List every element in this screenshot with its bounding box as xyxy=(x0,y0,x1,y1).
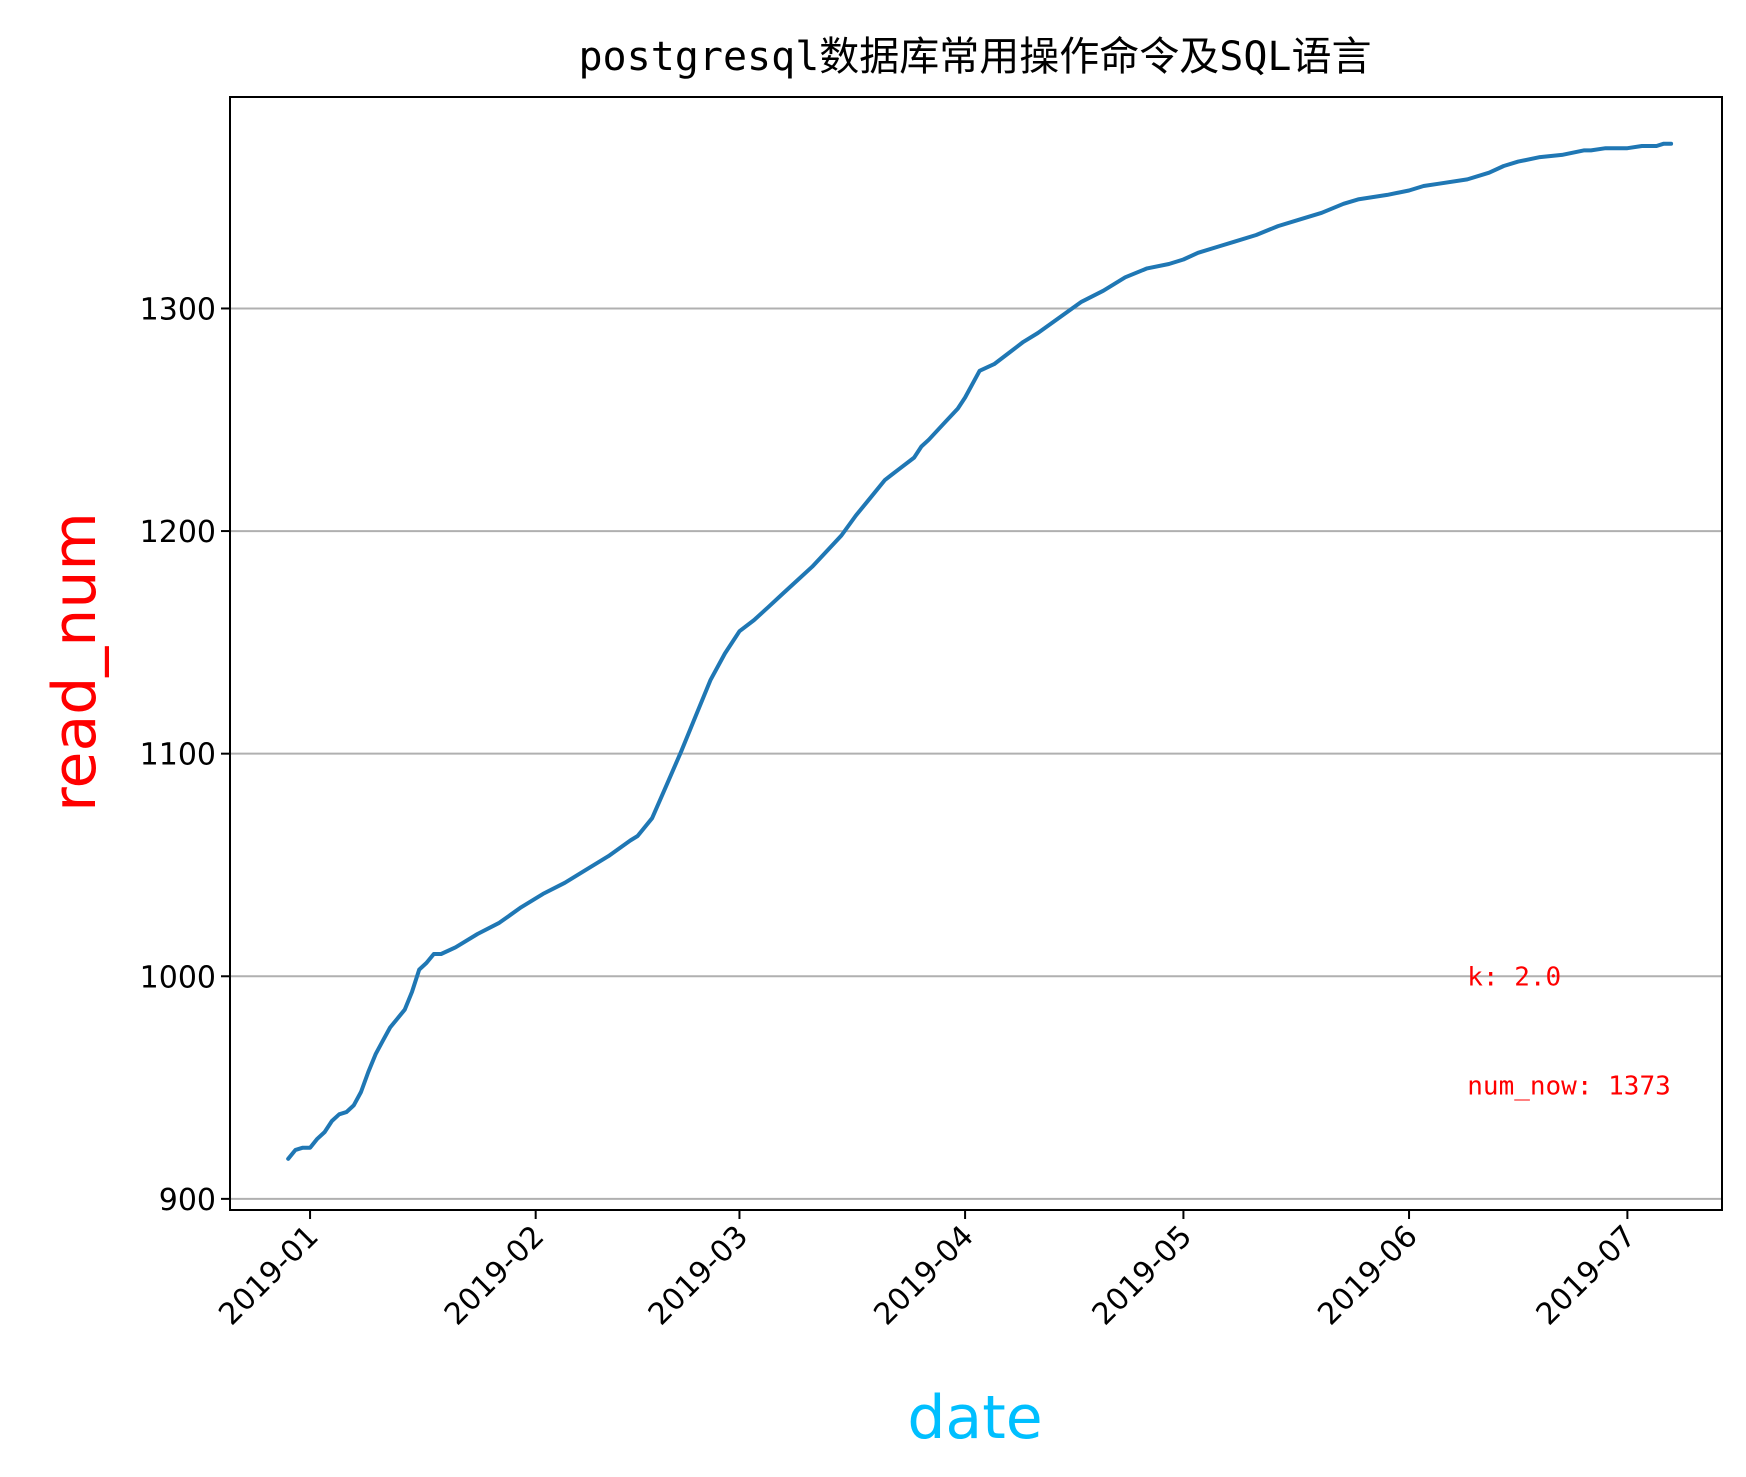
y-tick-label: 1200 xyxy=(140,515,216,550)
y-tick-label: 1000 xyxy=(140,960,216,995)
annotations: k: 2.0 num_now: 1373 xyxy=(1467,962,1671,1101)
chart-title: postgresql数据库常用操作命令及SQL语言 xyxy=(578,34,1371,80)
grid-layer xyxy=(230,307,1722,1200)
y-tick-label: 1100 xyxy=(140,738,216,773)
y-tick-label: 900 xyxy=(159,1183,216,1218)
y-axis-label: read_num xyxy=(40,512,110,812)
x-axis-label: date xyxy=(907,1383,1042,1453)
annotation-text: num_now: 1373 xyxy=(1467,1071,1671,1101)
annotation-text: k: 2.0 xyxy=(1467,962,1561,992)
plot-frame xyxy=(229,96,1723,1211)
series-layer xyxy=(286,141,1674,1161)
series-line xyxy=(286,141,1674,1161)
y-axis: 900 1000 1100 1200 1300 xyxy=(140,292,230,1218)
y-tick-label: 1300 xyxy=(140,292,216,327)
